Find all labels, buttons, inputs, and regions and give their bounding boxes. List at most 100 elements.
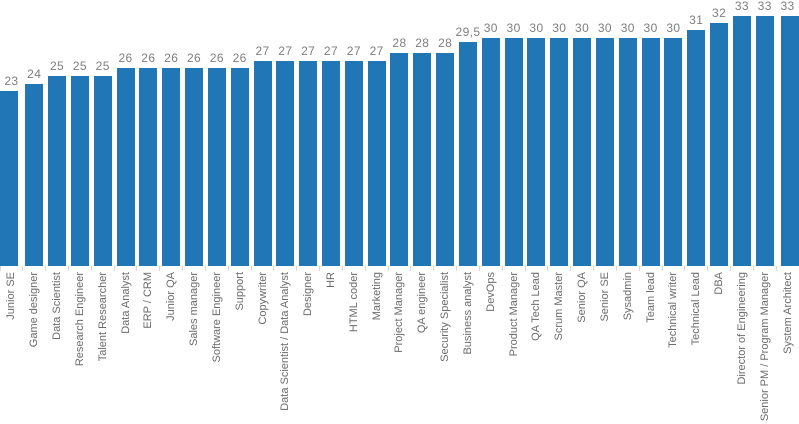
bar <box>207 68 226 266</box>
category-label: Designer <box>302 272 315 317</box>
axis-tick-mark <box>387 266 389 271</box>
bar <box>641 38 660 266</box>
axis-tick-mark <box>182 266 184 271</box>
bar-column: 33 <box>753 0 776 266</box>
category-label: HTML coder <box>347 272 360 333</box>
bar-column: 28 <box>434 0 457 266</box>
category-label: Product Manager <box>507 272 520 357</box>
category-label-cell: DBA <box>708 272 731 424</box>
bar-column: 30 <box>594 0 617 266</box>
axis-tick-mark <box>296 266 298 271</box>
bar <box>185 68 204 266</box>
bar <box>573 38 592 266</box>
bar <box>550 38 569 266</box>
category-label: Security Specialist <box>439 272 452 362</box>
bar <box>755 16 774 266</box>
bar-column: 31 <box>685 0 708 266</box>
category-label: Sales manager <box>188 272 201 346</box>
bar <box>780 16 799 266</box>
bar-value-label: 25 <box>72 59 87 73</box>
bar-column: 26 <box>205 0 228 266</box>
category-label-cell: Junior SE <box>0 272 23 424</box>
category-label: Talent Researcher <box>96 272 109 362</box>
category-labels-row: Junior SE Game designer Data Scientist Rese… <box>0 266 799 424</box>
bar-value-label: 30 <box>552 21 567 35</box>
axis-tick-mark <box>227 266 229 271</box>
category-label-cell: QA Tech Lead <box>525 272 548 424</box>
bar <box>162 68 181 266</box>
bar-column: 30 <box>662 0 685 266</box>
category-label: Senior PM / Program Manager <box>758 272 771 422</box>
bar <box>367 60 386 266</box>
bar <box>504 38 523 266</box>
bar <box>230 68 249 266</box>
axis-tick-mark <box>0 266 1 271</box>
bar-value-label: 26 <box>141 51 156 66</box>
bar-column: 26 <box>228 0 251 266</box>
bar-value-label: 27 <box>346 43 361 58</box>
category-label: Team lead <box>644 272 657 323</box>
bar-column: 27 <box>251 0 274 266</box>
category-label: Scrum Master <box>553 272 566 341</box>
category-label-cell: Talent Researcher <box>91 272 114 424</box>
category-label-cell: Support <box>228 272 251 424</box>
bar-value-label: 30 <box>666 21 681 35</box>
category-label-cell: Business analyst <box>457 272 480 424</box>
category-label: DBA <box>713 272 726 295</box>
bar-column: 30 <box>639 0 662 266</box>
bar-value-label: 28 <box>392 36 407 51</box>
category-label-cell: Junior QA <box>160 272 183 424</box>
bar-value-label: 25 <box>95 59 110 73</box>
category-label-cell: Software Engineer <box>205 272 228 424</box>
axis-tick-mark <box>159 266 161 271</box>
axis-tick-mark <box>250 266 252 271</box>
category-label: Technical writer <box>667 272 680 348</box>
bar-value-label: 30 <box>575 21 590 35</box>
category-label-cell: Security Specialist <box>434 272 457 424</box>
bar-column: 26 <box>114 0 137 266</box>
bar-column: 25 <box>46 0 69 266</box>
bar <box>344 60 363 266</box>
axis-tick-mark <box>752 266 754 271</box>
axis-tick-mark <box>410 266 412 271</box>
category-label-cell: Team lead <box>639 272 662 424</box>
bar-column: 30 <box>548 0 571 266</box>
bar-value-label: 26 <box>118 51 133 66</box>
bar-value-label: 33 <box>734 0 749 13</box>
axis-tick-mark <box>638 266 640 271</box>
axis-tick-mark <box>570 266 572 271</box>
bar <box>390 53 409 266</box>
bar-column: 25 <box>68 0 91 266</box>
axis-tick-mark <box>661 266 663 271</box>
category-label: Data Analyst <box>119 272 132 334</box>
bar-value-label: 33 <box>757 0 772 13</box>
bar-value-label: 30 <box>529 21 544 35</box>
category-label-cell: Designer <box>297 272 320 424</box>
category-label-cell: Senior QA <box>571 272 594 424</box>
axis-ticks <box>0 266 799 271</box>
bar-column: 27 <box>365 0 388 266</box>
bar <box>322 60 340 266</box>
bar <box>25 83 44 266</box>
category-label-cell: HR <box>320 272 343 424</box>
bar-value-label: 26 <box>164 51 179 66</box>
bar-column: 30 <box>479 0 502 266</box>
axis-tick-mark <box>22 266 24 271</box>
bar <box>48 76 67 266</box>
axis-tick-mark <box>136 266 138 271</box>
bar-column: 32 <box>708 0 731 266</box>
bar-value-label: 28 <box>415 36 430 51</box>
category-label-cell: Sysadmin <box>616 272 639 424</box>
bar <box>93 76 112 266</box>
bar-value-label: 30 <box>483 21 498 35</box>
bar <box>618 38 637 266</box>
bar <box>276 60 295 266</box>
category-label-cell: Project Manager <box>388 272 411 424</box>
axis-tick-mark <box>775 266 777 271</box>
category-label: Junior SE <box>5 272 18 320</box>
bar-column: 28 <box>388 0 411 266</box>
bar-column: 28 <box>411 0 434 266</box>
category-label-cell: Senior SE <box>594 272 617 424</box>
category-label-cell: Research Engineer <box>68 272 91 424</box>
bar-value-label: 30 <box>620 21 635 35</box>
